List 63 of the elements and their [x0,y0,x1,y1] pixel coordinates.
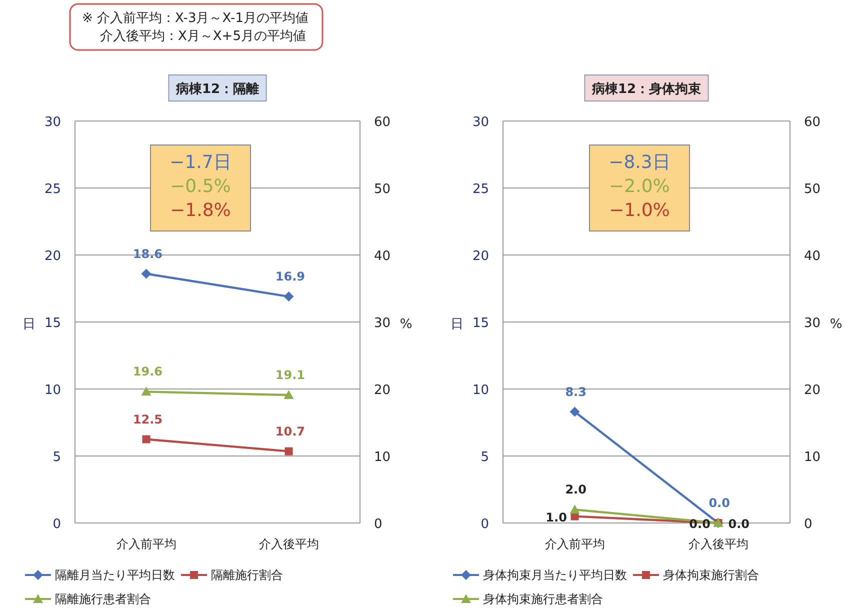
y-tick-label: 25 [44,182,61,197]
data-label: 10.7 [275,424,305,438]
y2-tick-label: 50 [374,182,391,197]
annotation: −1.7日 [170,152,232,173]
y2-tick-label: 40 [804,249,821,264]
legend-label: 身体拘束月当たり平均日数 [483,568,627,582]
y2-tick-label: 0 [374,517,382,532]
y2-tick-label: 60 [804,115,821,130]
y2-tick-label: 10 [374,450,391,465]
point [284,447,293,456]
legend-label: 身体拘束施行割合 [663,568,759,582]
y-tick-label: 5 [480,450,489,465]
x-tick-label: 介入後平均 [258,537,319,551]
y-tick-label: 20 [472,249,489,264]
y2-tick-label: 40 [374,249,391,264]
legend-label: 隔離施行患者割合 [55,592,151,606]
y2-axis-title: % [400,317,412,332]
data-label: 0.0 [728,517,750,531]
y-tick-label: 10 [44,383,61,398]
data-label: 19.6 [132,364,162,379]
annotation: −0.5% [170,176,231,197]
annotation: −1.0% [609,200,670,221]
annotation: −2.0% [609,176,670,197]
y-tick-label: 0 [52,517,61,532]
y-tick-label: 15 [472,316,489,331]
y-tick-label: 5 [52,450,61,465]
y-tick-label: 0 [480,517,489,532]
y2-tick-label: 60 [374,115,391,130]
x-tick-label: 介入後平均 [688,537,748,551]
data-label: 0.0 [708,496,730,510]
data-label: 2.0 [565,482,586,497]
annotation: −1.8% [170,200,231,221]
y-axis-title: 日 [22,317,36,332]
chart-title: 病棟12：隔離 [174,81,260,97]
data-label: 19.1 [275,368,305,382]
y2-tick-label: 30 [374,316,391,331]
x-tick-label: 介入前平均 [544,537,605,551]
point [142,435,150,444]
y-tick-label: 30 [44,115,61,130]
text: 介入後平均：X月～X+5月の平均値 [100,29,306,44]
y2-tick-label: 10 [804,450,821,465]
y-tick-label: 10 [472,383,489,398]
y-axis-title: 日 [450,317,464,332]
x-tick-label: 介入前平均 [116,537,176,551]
y2-tick-label: 20 [374,383,391,398]
y2-axis-title: % [830,317,842,332]
annotation: −8.3日 [608,152,670,173]
y2-tick-label: 0 [804,517,812,532]
legend-label: 隔離施行割合 [211,568,283,582]
y-tick-label: 30 [472,115,489,130]
y-tick-label: 15 [44,316,61,331]
y2-tick-label: 50 [804,182,821,197]
data-label: 1.0 [546,510,567,524]
legend-label: 身体拘束施行患者割合 [483,592,603,606]
legend-label: 隔離月当たり平均日数 [55,568,175,582]
y2-tick-label: 30 [804,316,821,331]
data-label: 16.9 [275,270,305,284]
text: ※ 介入前平均：X-3月～X-1月の平均値 [82,11,308,26]
y-tick-label: 20 [44,249,61,264]
chart-title: 病棟12：身体拘束 [590,81,702,97]
y-tick-label: 25 [472,182,489,197]
data-label: 12.5 [132,412,162,426]
y2-tick-label: 20 [804,383,821,398]
